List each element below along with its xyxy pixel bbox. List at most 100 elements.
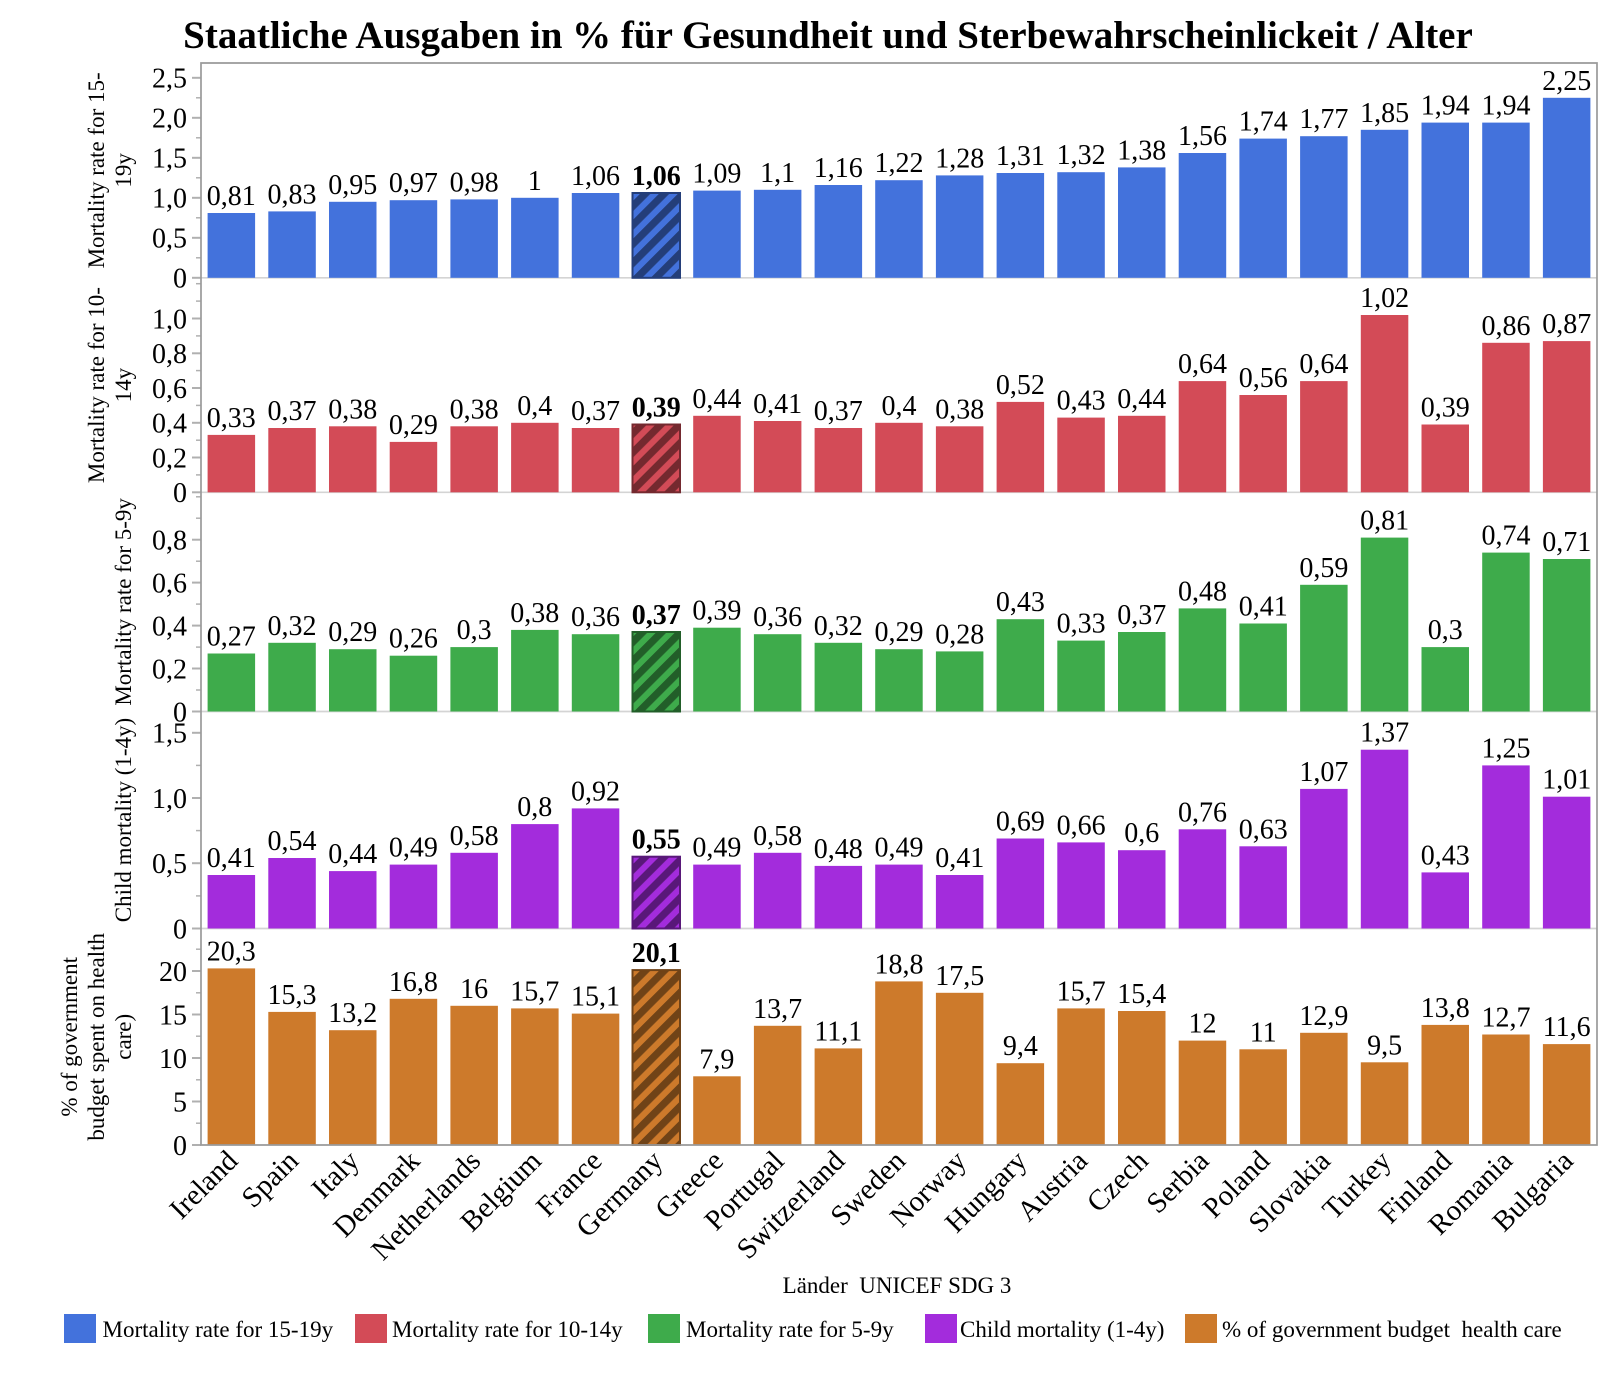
svg-text:1,5: 1,5: [152, 719, 187, 750]
svg-text:0: 0: [173, 478, 187, 509]
svg-text:5: 5: [173, 1087, 187, 1118]
svg-text:1,5: 1,5: [152, 144, 187, 175]
svg-text:0,4: 0,4: [882, 391, 917, 422]
svg-text:1,74: 1,74: [1239, 107, 1288, 138]
svg-text:0,28: 0,28: [935, 619, 984, 650]
svg-text:15: 15: [159, 1000, 187, 1031]
svg-text:1,16: 1,16: [814, 153, 863, 184]
svg-text:0,39: 0,39: [632, 393, 681, 424]
svg-text:20,3: 20,3: [207, 936, 256, 967]
svg-text:Mortality rate for 5-9y: Mortality rate for 5-9y: [686, 1317, 894, 1342]
svg-text:0,27: 0,27: [207, 622, 256, 653]
svg-text:1,31: 1,31: [996, 141, 1045, 172]
svg-text:0,69: 0,69: [996, 807, 1045, 838]
svg-text:0,58: 0,58: [450, 821, 499, 852]
svg-text:15,4: 15,4: [1117, 979, 1166, 1010]
svg-text:Mortality rate for 15-: Mortality rate for 15-: [84, 72, 109, 268]
svg-text:12,7: 12,7: [1482, 1003, 1531, 1034]
svg-text:16,8: 16,8: [389, 967, 438, 998]
svg-text:2,5: 2,5: [152, 64, 187, 95]
svg-text:20,1: 20,1: [632, 938, 681, 969]
svg-text:1,06: 1,06: [571, 161, 620, 192]
svg-text:0,5: 0,5: [152, 849, 187, 880]
svg-text:0,41: 0,41: [1239, 592, 1288, 623]
svg-text:0,38: 0,38: [510, 598, 559, 629]
svg-text:Mortality rate for 10-14y: Mortality rate for 10-14y: [392, 1317, 623, 1342]
svg-text:19y: 19y: [111, 153, 136, 188]
svg-text:Mortality rate for 15-19y: Mortality rate for 15-19y: [103, 1317, 334, 1342]
svg-text:Mortality rate for 10-: Mortality rate for 10-: [84, 287, 109, 483]
svg-text:0,37: 0,37: [1117, 600, 1166, 631]
svg-text:0,29: 0,29: [875, 617, 924, 648]
svg-text:0,4: 0,4: [517, 391, 552, 422]
svg-text:15,3: 15,3: [268, 980, 317, 1011]
svg-text:0,37: 0,37: [632, 600, 681, 631]
svg-text:0,86: 0,86: [1482, 311, 1531, 342]
svg-text:Länder UNICEF SDG 3: Länder UNICEF SDG 3: [783, 1273, 1012, 1298]
svg-text:0,39: 0,39: [1421, 393, 1470, 424]
svg-text:1,02: 1,02: [1360, 283, 1409, 314]
svg-text:0,44: 0,44: [692, 384, 741, 415]
svg-text:11,1: 11,1: [814, 1016, 862, 1047]
svg-text:1,25: 1,25: [1482, 733, 1531, 764]
svg-text:0,41: 0,41: [753, 389, 802, 420]
svg-text:0,83: 0,83: [268, 179, 317, 210]
svg-text:13,8: 13,8: [1421, 993, 1470, 1024]
svg-text:13,7: 13,7: [753, 994, 802, 1025]
svg-text:0,32: 0,32: [814, 611, 863, 642]
svg-text:0,44: 0,44: [1117, 384, 1166, 415]
svg-text:1: 1: [528, 166, 542, 197]
svg-text:0: 0: [173, 264, 187, 295]
svg-text:0,71: 0,71: [1542, 527, 1591, 558]
svg-text:1,37: 1,37: [1360, 718, 1409, 749]
svg-text:0,95: 0,95: [328, 170, 377, 201]
svg-text:12,9: 12,9: [1299, 1001, 1348, 1032]
svg-text:0: 0: [173, 914, 187, 945]
svg-text:9,4: 9,4: [1003, 1031, 1038, 1062]
svg-text:0: 0: [173, 1131, 187, 1162]
svg-text:0,63: 0,63: [1239, 814, 1288, 845]
svg-text:0,37: 0,37: [571, 396, 620, 427]
svg-text:16: 16: [460, 974, 488, 1005]
svg-text:0,33: 0,33: [207, 403, 256, 434]
svg-text:13,2: 13,2: [328, 998, 377, 1029]
svg-text:0,2: 0,2: [152, 443, 187, 474]
svg-text:1,0: 1,0: [152, 184, 187, 215]
svg-text:0,48: 0,48: [814, 834, 863, 865]
svg-text:0,87: 0,87: [1542, 309, 1591, 340]
svg-text:0,41: 0,41: [207, 843, 256, 874]
svg-text:% of government: % of government: [57, 956, 82, 1116]
svg-text:Child mortality (1-4y): Child mortality (1-4y): [960, 1317, 1164, 1342]
svg-text:0,8: 0,8: [517, 792, 552, 823]
svg-text:0,3: 0,3: [1428, 615, 1463, 646]
svg-text:0,4: 0,4: [152, 611, 187, 642]
svg-text:1,38: 1,38: [1117, 135, 1166, 166]
svg-text:0,8: 0,8: [152, 526, 187, 557]
svg-text:0,29: 0,29: [389, 410, 438, 441]
svg-text:1,0: 1,0: [152, 304, 187, 335]
svg-text:1,0: 1,0: [152, 784, 187, 815]
svg-text:0,52: 0,52: [996, 370, 1045, 401]
svg-text:0,6: 0,6: [152, 374, 187, 405]
svg-text:7,9: 7,9: [699, 1044, 734, 1075]
svg-text:1,06: 1,06: [632, 161, 681, 192]
svg-text:1,85: 1,85: [1360, 98, 1409, 129]
svg-text:15,1: 15,1: [571, 982, 620, 1013]
svg-text:0,76: 0,76: [1178, 797, 1227, 828]
svg-text:12: 12: [1189, 1009, 1217, 1040]
svg-text:1,22: 1,22: [875, 148, 924, 179]
svg-text:0,38: 0,38: [935, 394, 984, 425]
svg-text:0,43: 0,43: [1057, 386, 1106, 417]
svg-text:0,66: 0,66: [1057, 810, 1106, 841]
svg-text:0,54: 0,54: [268, 826, 317, 857]
svg-text:0,2: 0,2: [152, 654, 187, 685]
svg-text:1,01: 1,01: [1542, 765, 1591, 796]
svg-text:0,97: 0,97: [389, 168, 438, 199]
svg-text:0,4: 0,4: [152, 409, 187, 440]
svg-text:0,37: 0,37: [814, 396, 863, 427]
svg-text:11,6: 11,6: [1543, 1012, 1591, 1043]
svg-text:1,1: 1,1: [760, 158, 795, 189]
svg-text:9,5: 9,5: [1367, 1030, 1402, 1061]
svg-text:0,38: 0,38: [450, 394, 499, 425]
svg-text:0,49: 0,49: [692, 833, 741, 864]
